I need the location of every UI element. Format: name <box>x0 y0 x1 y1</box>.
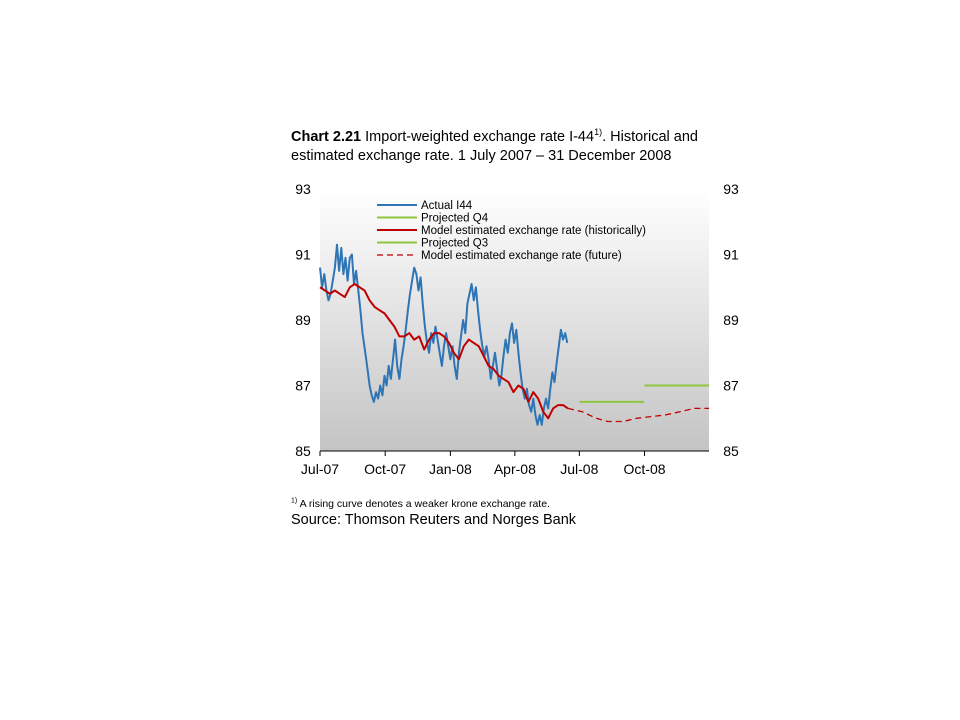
chart-title-rest: . Historical and estimated exchange rate… <box>291 129 698 164</box>
legend-label-0: Actual I44 <box>421 200 473 212</box>
series-line-0 <box>319 243 569 426</box>
x-tick-label: Jul-08 <box>560 461 598 477</box>
series-line-4 <box>567 407 709 423</box>
y-tick-label-right: 91 <box>723 247 739 263</box>
y-tick-label-right: 93 <box>723 181 739 197</box>
plot-area <box>320 189 709 451</box>
chart-title: Chart 2.21 Import-weighted exchange rate… <box>291 128 761 166</box>
series-line-2 <box>319 283 569 420</box>
series-lines <box>319 243 709 426</box>
x-tick-label: Oct-08 <box>624 461 666 477</box>
source-note: Source: Thomson Reuters and Norges Bank <box>291 512 577 528</box>
axes: 85 85 87 87 89 89 91 91 93 93 Jul-07 Oct-07 Jan-08 Ap… <box>295 181 739 477</box>
footnote-text: A rising curve denotes a weaker krone ex… <box>299 498 550 510</box>
legend-label-3: Projected Q3 <box>421 238 488 250</box>
chart-number: Chart 2.21 <box>291 129 362 145</box>
footnote: 1) A rising curve denotes a weaker krone… <box>291 497 550 511</box>
y-tick-label-left: 91 <box>295 247 311 263</box>
legend-label-2: Model estimated exchange rate (historica… <box>421 225 646 237</box>
y-tick-label-left: 87 <box>295 378 311 394</box>
y-tick-label-left: 93 <box>295 181 311 197</box>
x-tick-label: Oct-07 <box>364 461 406 477</box>
legend-label-4: Model estimated exchange rate (future) <box>421 250 622 262</box>
y-tick-label-left: 89 <box>295 312 311 328</box>
y-tick-label-right: 85 <box>723 443 739 459</box>
legend-label-1: Projected Q4 <box>421 213 489 225</box>
chart-title-text: Import-weighted exchange rate I-44 <box>365 129 595 145</box>
x-tick-label: Jan-08 <box>429 461 472 477</box>
y-tick-label-left: 85 <box>295 443 311 459</box>
y-tick-label-right: 87 <box>723 378 739 394</box>
footnote-mark: 1) <box>291 497 298 505</box>
x-tick-label: Jul-07 <box>301 461 339 477</box>
x-tick-label: Apr-08 <box>494 461 536 477</box>
y-tick-label-right: 89 <box>723 312 739 328</box>
title-footnote-mark: 1) <box>594 127 603 138</box>
